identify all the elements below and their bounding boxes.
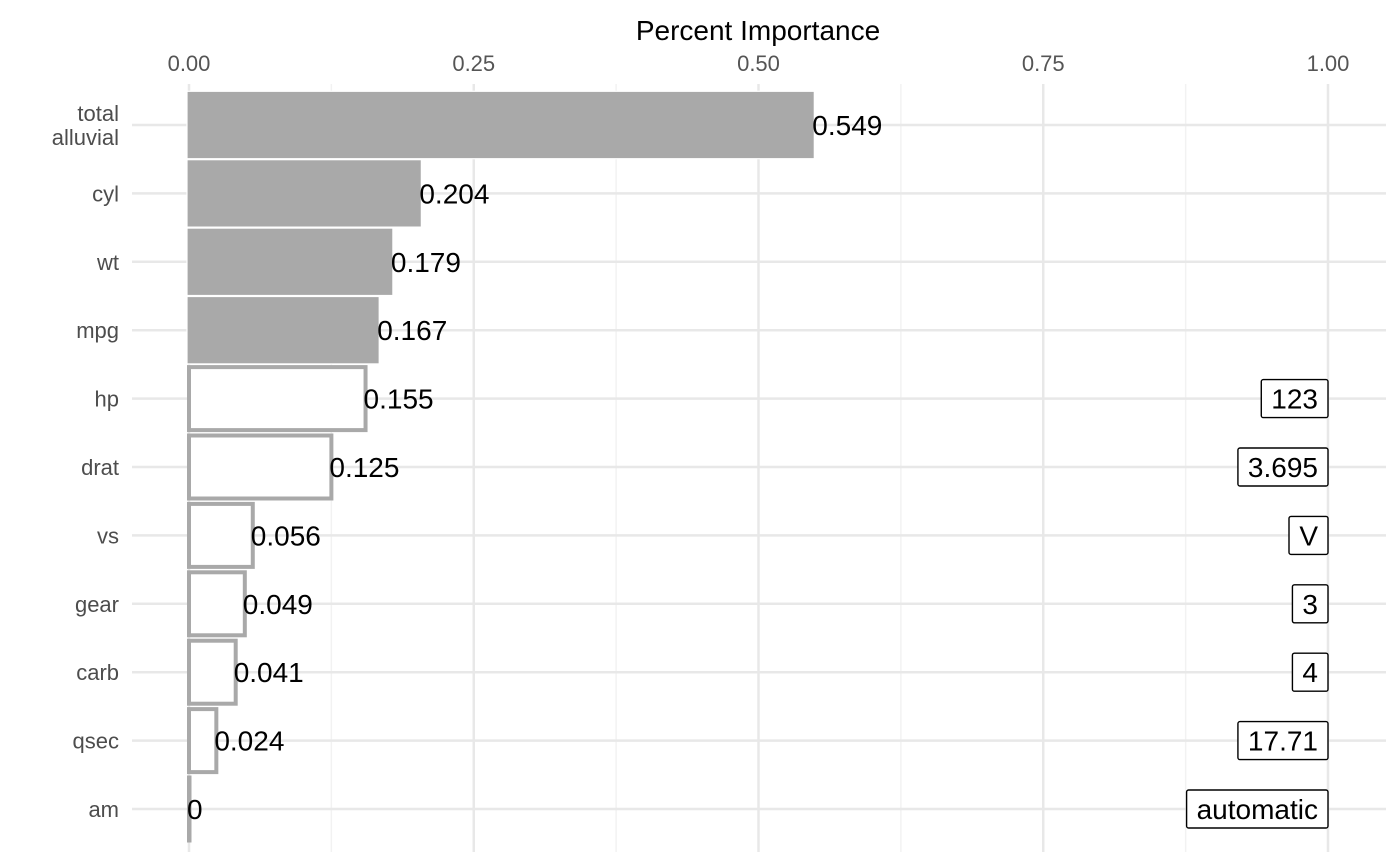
x-axis-title: Percent Importance bbox=[636, 15, 880, 46]
bar-filled bbox=[186, 295, 380, 365]
x-tick-label: 0.50 bbox=[737, 51, 780, 76]
y-category-label: hp bbox=[95, 387, 119, 412]
right-box-label-frame bbox=[1260, 378, 1329, 419]
right-box-label-frame bbox=[1237, 447, 1329, 487]
y-category-label-line: qsec bbox=[73, 729, 119, 754]
right-box-label: V bbox=[1288, 515, 1329, 556]
y-category-label-line: carb bbox=[76, 660, 119, 685]
right-box-label-text: 4 bbox=[1302, 657, 1318, 688]
data-label: 0.125 bbox=[329, 452, 399, 483]
y-category-label: qsec bbox=[73, 729, 119, 754]
x-tick-label: 1.00 bbox=[1307, 51, 1350, 76]
right-box-label: automatic bbox=[1185, 789, 1329, 829]
data-label: 0.155 bbox=[364, 384, 434, 415]
data-label: 0.204 bbox=[419, 178, 489, 209]
data-label: 0.049 bbox=[243, 589, 313, 620]
y-category-label-line: am bbox=[88, 797, 119, 822]
right-box-label: 3.695 bbox=[1237, 447, 1329, 487]
y-category-label-line: vs bbox=[97, 523, 119, 548]
bar-outline bbox=[187, 775, 192, 843]
right-box-label-frame bbox=[1291, 652, 1329, 692]
right-box-label-text: 3 bbox=[1302, 589, 1318, 620]
data-label: 0.041 bbox=[234, 657, 304, 688]
right-box-label-frame bbox=[1185, 789, 1329, 829]
right-box-label-frame bbox=[1237, 720, 1329, 761]
data-label: 0 bbox=[187, 794, 203, 825]
y-category-label: total alluvial bbox=[52, 101, 119, 150]
y-category-label: mpg bbox=[76, 318, 119, 343]
y-category-label-line: wt bbox=[96, 250, 119, 275]
y-category-label-line: drat bbox=[81, 455, 119, 480]
right-box-label-text: V bbox=[1299, 520, 1318, 551]
y-category-label-line: cyl bbox=[92, 181, 119, 206]
x-tick-label: 0.75 bbox=[1022, 51, 1065, 76]
y-category-label-line: alluvial bbox=[52, 125, 119, 150]
text-layer: Percent Importance 0.00 0.25 0.50 0.75 1.00 t… bbox=[52, 15, 1350, 829]
right-box-label-text: 17.71 bbox=[1248, 726, 1318, 757]
data-label: 0.024 bbox=[214, 726, 284, 757]
y-category-label-line: hp bbox=[95, 387, 119, 412]
y-category-label: wt bbox=[96, 250, 119, 275]
y-category-label-line: total bbox=[77, 101, 119, 126]
right-box-label: 4 bbox=[1291, 652, 1329, 692]
right-box-label-frame bbox=[1291, 584, 1329, 624]
x-tick-label: 0.00 bbox=[168, 51, 211, 76]
right-box-label-text: 3.695 bbox=[1248, 452, 1318, 483]
bar-filled bbox=[186, 227, 394, 297]
right-box-label-frame bbox=[1288, 515, 1329, 556]
right-box-label-text: automatic bbox=[1197, 794, 1318, 825]
right-box-label-text: 123 bbox=[1271, 384, 1318, 415]
bar-outline bbox=[187, 707, 219, 775]
y-category-label: cyl bbox=[92, 181, 119, 206]
data-label: 0.167 bbox=[377, 315, 447, 346]
y-category-label: carb bbox=[76, 660, 119, 685]
y-category-label-line: mpg bbox=[76, 318, 119, 343]
y-category-label: drat bbox=[81, 455, 119, 480]
bar-outline bbox=[187, 365, 368, 433]
bar-filled bbox=[186, 90, 815, 160]
bar-layer bbox=[186, 90, 815, 843]
right-box-label: 3 bbox=[1291, 584, 1329, 624]
bar-outline bbox=[187, 570, 247, 638]
bar-outline bbox=[187, 638, 238, 706]
y-category-label: vs bbox=[97, 523, 119, 548]
x-tick-label: 0.25 bbox=[452, 51, 495, 76]
y-category-label-line: gear bbox=[75, 592, 119, 617]
y-category-label: gear bbox=[75, 592, 119, 617]
bar-filled bbox=[186, 159, 422, 228]
right-box-label: 17.71 bbox=[1237, 720, 1329, 761]
data-label: 0.179 bbox=[391, 247, 461, 278]
bar-outline bbox=[187, 433, 334, 501]
right-box-label: 123 bbox=[1260, 378, 1329, 419]
data-label: 0.056 bbox=[251, 520, 321, 551]
data-label: 0.549 bbox=[812, 110, 882, 141]
bar-outline bbox=[187, 501, 255, 569]
y-category-label: am bbox=[88, 797, 119, 822]
